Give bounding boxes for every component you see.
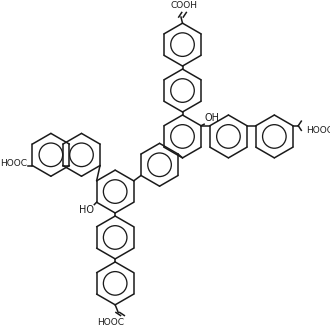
Text: COOH: COOH xyxy=(171,1,198,10)
Text: HOOC: HOOC xyxy=(97,318,124,327)
Text: HOOC: HOOC xyxy=(306,126,330,135)
Text: HOOC: HOOC xyxy=(0,159,27,168)
Text: OH: OH xyxy=(205,113,220,123)
Text: HO: HO xyxy=(79,205,93,215)
